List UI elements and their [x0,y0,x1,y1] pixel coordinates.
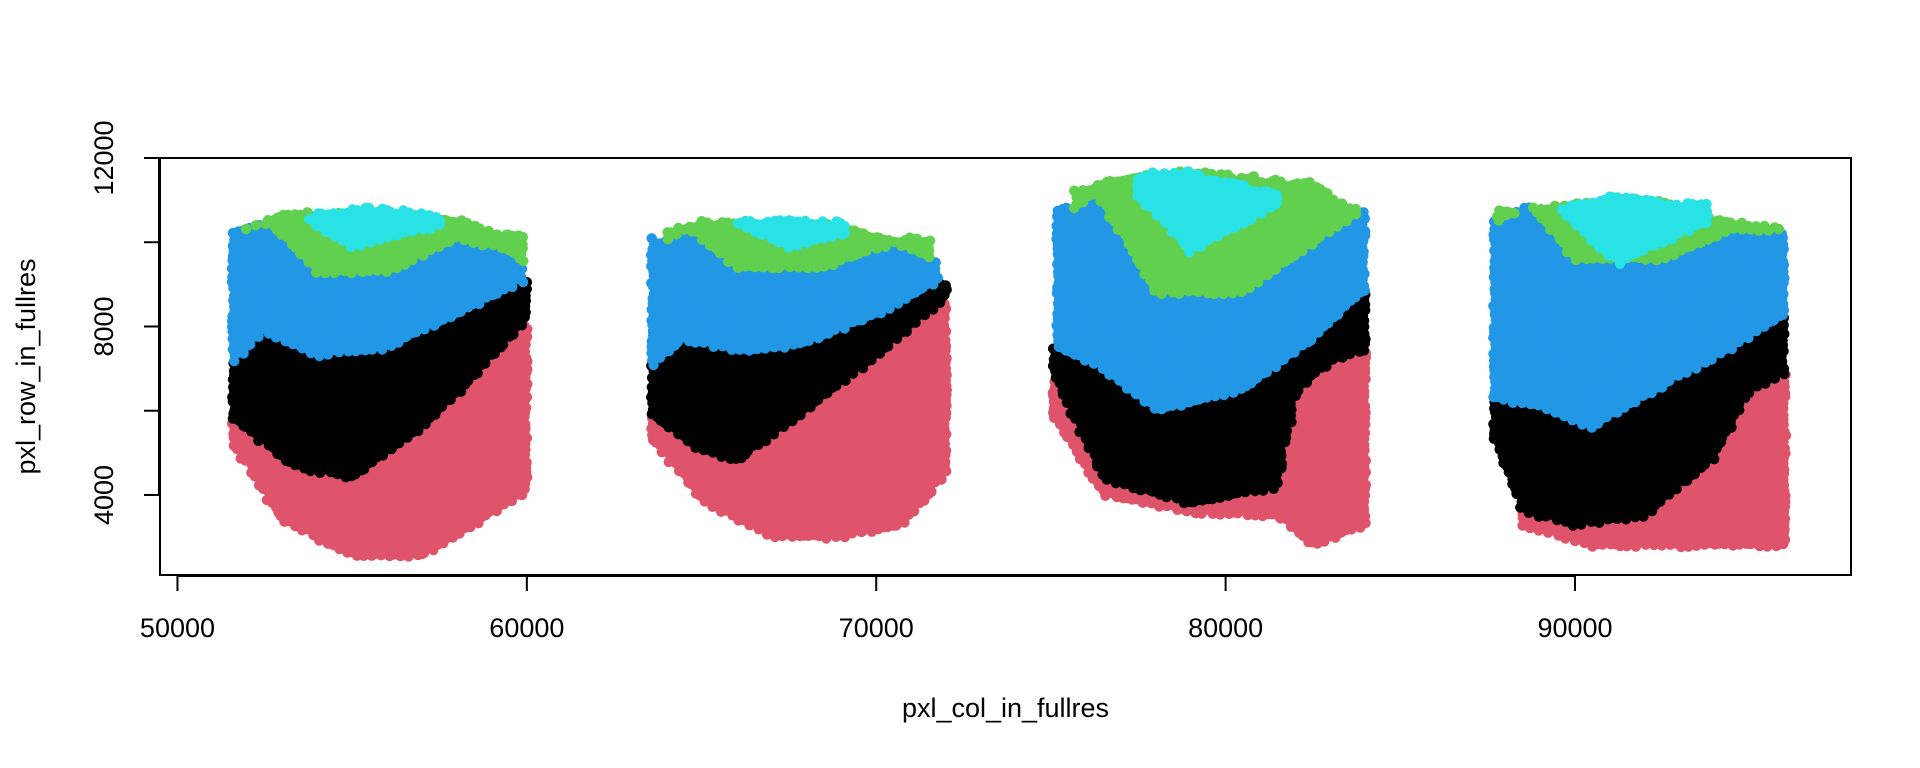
data-point [250,220,262,231]
tissue-section [645,215,952,544]
data-point [517,231,528,243]
data-point [434,215,445,227]
data-point [240,223,252,235]
tissue-section [226,202,533,562]
data-points [226,166,1792,562]
